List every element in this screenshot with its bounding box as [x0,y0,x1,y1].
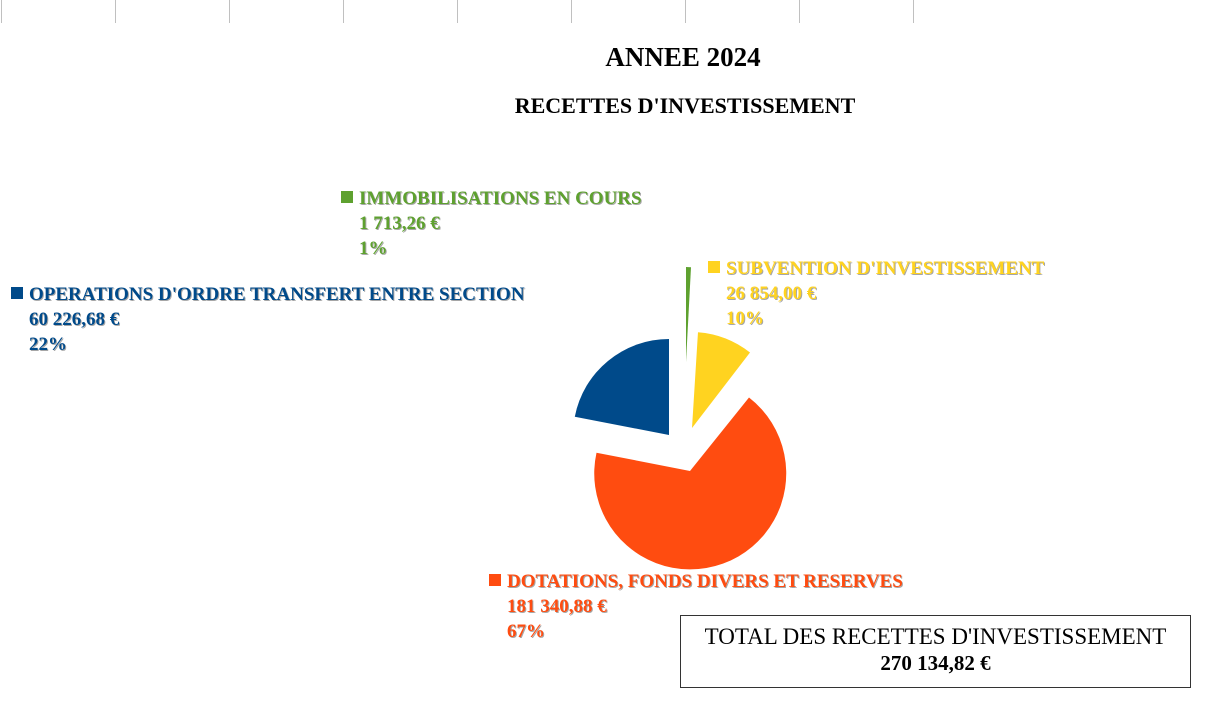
chart-title: ANNEE 2024 [605,42,761,72]
legend-swatch-icon [708,261,720,273]
gridline [115,0,116,23]
legend-swatch-icon [11,287,23,299]
label-percent: 10% [726,308,764,329]
label-name: IMMOBILISATIONS EN COURS [359,188,642,209]
label-amount: 60 226,68 € [29,309,120,330]
label-amount: 181 340,88 € [507,596,607,617]
gridline [799,0,800,23]
gridline [913,0,914,23]
gridline [343,0,344,23]
legend-swatch-icon [489,574,501,586]
gridline [1,0,2,23]
slice-dotations[interactable] [594,397,787,570]
label-name: SUBVENTION D'INVESTISSEMENT [726,258,1045,279]
slice-subvention[interactable] [692,332,750,428]
label-amount: 26 854,00 € [726,283,817,304]
slice-immobilisations[interactable] [686,267,691,362]
chart-subtitle: RECETTES D'INVESTISSEMENT [514,93,856,118]
data-label-dotations: DOTATIONS, FONDS DIVERS ET RESERVES 181 … [489,569,903,644]
label-name: OPERATIONS D'ORDRE TRANSFERT ENTRE SECTI… [29,284,525,305]
label-percent: 1% [359,238,388,259]
total-value: 270 134,82 € [880,651,991,675]
sheet-column-gridlines [0,0,1209,23]
gridline [685,0,686,23]
gridline [457,0,458,23]
data-label-subvention: SUBVENTION D'INVESTISSEMENT 26 854,00 € … [708,256,1044,331]
gridline [229,0,230,23]
total-label: TOTAL DES RECETTES D'INVESTISSEMENT [704,624,1167,649]
slice-operations[interactable] [574,339,669,435]
label-amount: 1 713,26 € [359,213,440,234]
data-label-operations: OPERATIONS D'ORDRE TRANSFERT ENTRE SECTI… [11,282,525,357]
label-percent: 67% [507,621,545,642]
legend-swatch-icon [341,191,353,203]
data-label-immobilisations: IMMOBILISATIONS EN COURS 1 713,26 € 1% [341,186,642,261]
total-box: TOTAL DES RECETTES D'INVESTISSEMENT 270 … [680,615,1191,688]
label-percent: 22% [29,334,67,355]
label-name: DOTATIONS, FONDS DIVERS ET RESERVES [507,571,903,592]
gridline [571,0,572,23]
